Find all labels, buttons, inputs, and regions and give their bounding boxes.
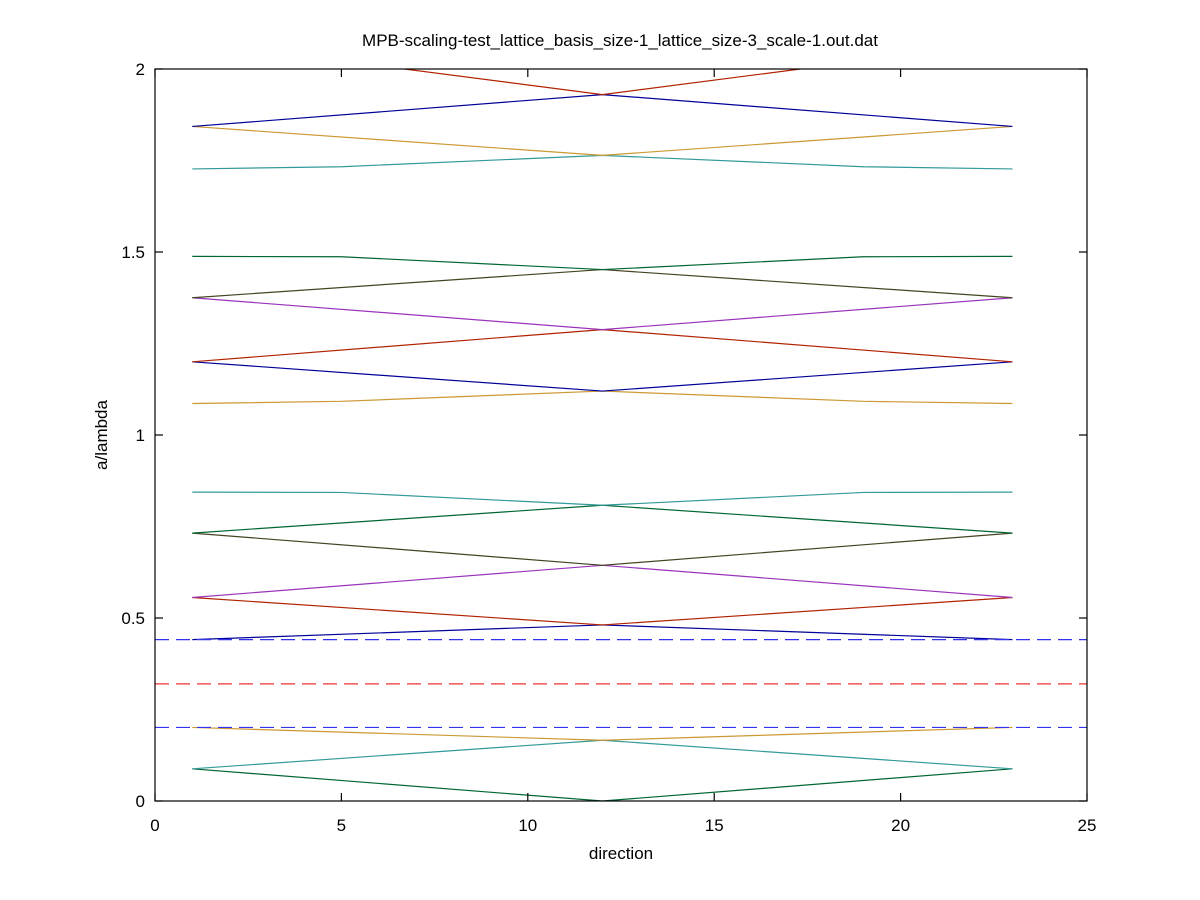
x-tick-label: 20 (891, 816, 910, 835)
x-tick-label: 5 (337, 816, 346, 835)
band-line-6 (192, 564, 1013, 599)
chart-title: MPB-scaling-test_lattice_basis_size-1_la… (362, 31, 878, 50)
band-line-2 (192, 739, 1013, 770)
band-line-11 (192, 361, 1013, 392)
reference-lines-layer (155, 638, 1087, 729)
band-line-18 (192, 94, 1013, 128)
band-line-16 (192, 154, 1013, 170)
band-line-10 (192, 390, 1013, 405)
x-tick-label: 10 (518, 816, 537, 835)
y-tick-label: 0 (136, 792, 145, 811)
y-tick-label: 1.5 (121, 243, 145, 262)
band-line-1 (192, 768, 1013, 801)
band-line-8 (192, 504, 1013, 534)
series-layer (192, 69, 1013, 801)
y-tick-label: 2 (136, 60, 145, 79)
x-tick-label: 25 (1078, 816, 1097, 835)
y-tick-label: 0.5 (121, 609, 145, 628)
band-line-15 (192, 255, 1013, 271)
x-axis-label: direction (589, 844, 653, 863)
band-line-17 (192, 125, 1013, 156)
band-line-13 (192, 297, 1013, 331)
x-tick-label: 15 (705, 816, 724, 835)
y-axis-label: a/lambda (92, 399, 111, 469)
y-tick-label: 1 (136, 426, 145, 445)
band-line-12 (192, 328, 1013, 363)
band-line-19 (399, 69, 806, 96)
y-axis: 0 0.5 1 1.5 2 (121, 60, 1087, 811)
x-axis: 0 5 10 15 20 25 (150, 69, 1096, 835)
plot-frame (154, 68, 1088, 802)
x-tick-label: 0 (150, 816, 159, 835)
band-line-14 (192, 268, 1013, 299)
band-line-7 (192, 532, 1013, 566)
band-line-5 (192, 596, 1013, 626)
band-line-3 (192, 726, 1013, 741)
band-line-4 (192, 624, 1013, 641)
band-line-9 (192, 491, 1013, 506)
